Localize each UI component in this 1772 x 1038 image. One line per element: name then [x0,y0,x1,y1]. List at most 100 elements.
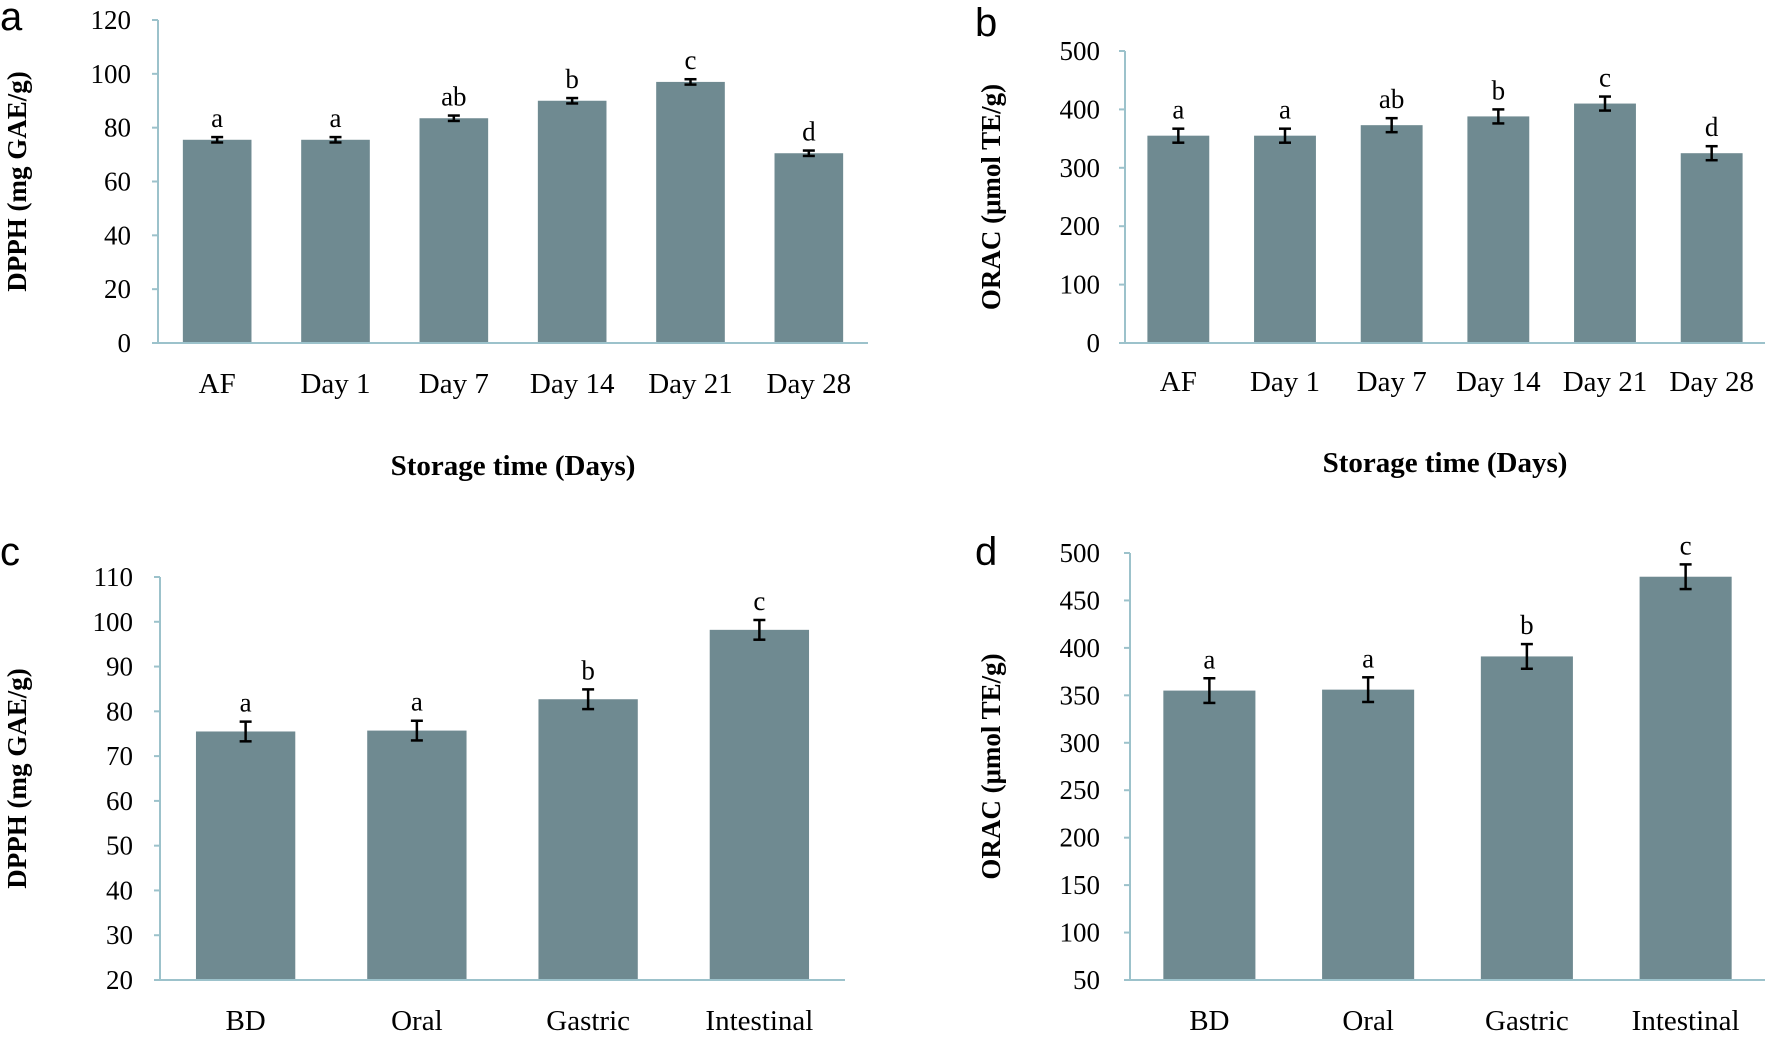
y-tick-label-d-4: 250 [1060,775,1101,805]
y-tick-label-b-2: 200 [1060,211,1101,241]
bar-c-3 [709,629,810,980]
significance-label-d-2: b [1520,610,1534,640]
y-tick-label-a-5: 100 [91,59,132,89]
significance-label-b-3: b [1492,75,1506,105]
y-tick-label-d-9: 500 [1060,538,1101,568]
y-tick-label-a-3: 60 [104,167,131,197]
y-tick-label-a-6: 120 [91,5,132,35]
bar-d-0 [1163,690,1256,980]
category-label-a-5: Day 28 [767,368,852,400]
y-axis-title-c: DPPH (mg GAE/g) [2,668,32,888]
y-axis-title-a: DPPH (mg GAE/g) [2,71,32,291]
y-tick-label-c-6: 80 [106,696,133,726]
bar-b-1 [1254,135,1316,343]
significance-label-b-4: c [1599,63,1611,93]
bar-b-2 [1360,125,1423,343]
category-label-d-1: Oral [1342,1005,1394,1037]
panel-letter-b: b [975,1,997,45]
y-tick-label-a-2: 40 [104,220,131,250]
bar-a-5 [774,153,844,343]
y-tick-label-b-4: 400 [1060,94,1101,124]
category-label-a-2: Day 7 [419,368,489,400]
bar-b-4 [1574,103,1636,343]
category-label-c-2: Gastric [546,1005,630,1037]
category-label-b-0: AF [1160,366,1197,398]
y-tick-label-c-0: 20 [106,965,133,995]
category-label-a-4: Day 21 [648,368,733,400]
category-label-d-3: Intestinal [1632,1005,1740,1037]
significance-label-d-0: a [1203,644,1215,674]
significance-label-d-3: c [1680,530,1692,560]
y-tick-label-d-1: 100 [1060,918,1101,948]
category-label-b-1: Day 1 [1250,366,1320,398]
y-axis-title-b: ORAC (μmol TE/g) [976,84,1006,310]
significance-label-c-1: a [411,687,423,717]
bar-d-3 [1639,576,1732,980]
bar-c-2 [538,699,638,980]
bar-a-4 [656,81,725,344]
y-tick-label-c-7: 90 [106,652,133,682]
category-label-d-2: Gastric [1485,1005,1569,1037]
y-tick-label-b-3: 300 [1060,153,1101,183]
y-tick-label-b-0: 0 [1087,328,1101,358]
bar-a-3 [537,100,607,343]
significance-label-a-4: c [685,45,697,75]
significance-label-a-3: b [565,64,579,94]
category-label-b-3: Day 14 [1456,366,1541,398]
category-label-d-0: BD [1189,1005,1229,1037]
y-axis-title-d: ORAC (μmol TE/g) [976,653,1006,879]
category-label-b-5: Day 28 [1669,366,1754,398]
y-tick-label-d-6: 350 [1060,680,1101,710]
y-tick-label-d-5: 300 [1060,728,1101,758]
significance-label-c-2: b [581,655,595,685]
significance-label-a-2: ab [441,82,466,112]
y-tick-label-d-3: 200 [1060,823,1101,853]
y-tick-label-c-4: 60 [106,786,133,816]
category-label-c-3: Intestinal [705,1005,813,1037]
significance-label-a-0: a [211,103,223,133]
bar-d-2 [1480,656,1573,980]
category-label-c-1: Oral [391,1005,443,1037]
x-axis-title-a: Storage time (Days) [391,450,636,482]
y-tick-label-b-1: 100 [1060,270,1101,300]
significance-label-a-1: a [330,103,342,133]
y-tick-label-d-0: 50 [1073,965,1100,995]
bar-a-2 [419,118,489,343]
panel-letter-d: d [975,530,997,574]
bar-b-3 [1467,116,1530,344]
bar-a-1 [301,139,370,343]
bar-b-5 [1680,153,1743,343]
panel-letter-a: a [0,0,23,39]
y-tick-label-b-5: 500 [1060,36,1101,66]
significance-label-b-5: d [1705,112,1719,142]
y-tick-label-a-0: 0 [118,328,132,358]
significance-label-c-0: a [240,688,252,718]
y-tick-label-c-3: 50 [106,831,133,861]
bar-a-0 [182,139,252,343]
significance-label-b-1: a [1279,95,1291,125]
y-tick-label-c-8: 100 [93,607,134,637]
x-axis-title-b: Storage time (Days) [1323,447,1568,479]
bar-b-0 [1147,135,1210,343]
y-tick-label-d-8: 450 [1060,585,1101,615]
bar-d-1 [1322,689,1415,980]
significance-label-a-5: d [802,117,816,147]
category-label-a-1: Day 1 [300,368,370,400]
y-tick-label-a-4: 80 [104,113,131,143]
category-label-b-4: Day 21 [1563,366,1648,398]
significance-label-b-0: a [1172,95,1184,125]
y-tick-label-c-2: 40 [106,875,133,905]
category-label-b-2: Day 7 [1357,366,1427,398]
significance-label-c-3: c [753,586,765,616]
y-tick-label-d-7: 400 [1060,633,1101,663]
y-tick-label-c-1: 30 [106,920,133,950]
bar-c-0 [195,731,296,980]
y-tick-label-a-1: 20 [104,274,131,304]
y-tick-label-d-2: 150 [1060,870,1101,900]
significance-label-d-1: a [1362,643,1374,673]
category-label-c-0: BD [225,1005,265,1037]
panel-letter-c: c [0,530,20,574]
y-tick-label-c-5: 70 [106,741,133,771]
category-label-a-3: Day 14 [530,368,615,400]
